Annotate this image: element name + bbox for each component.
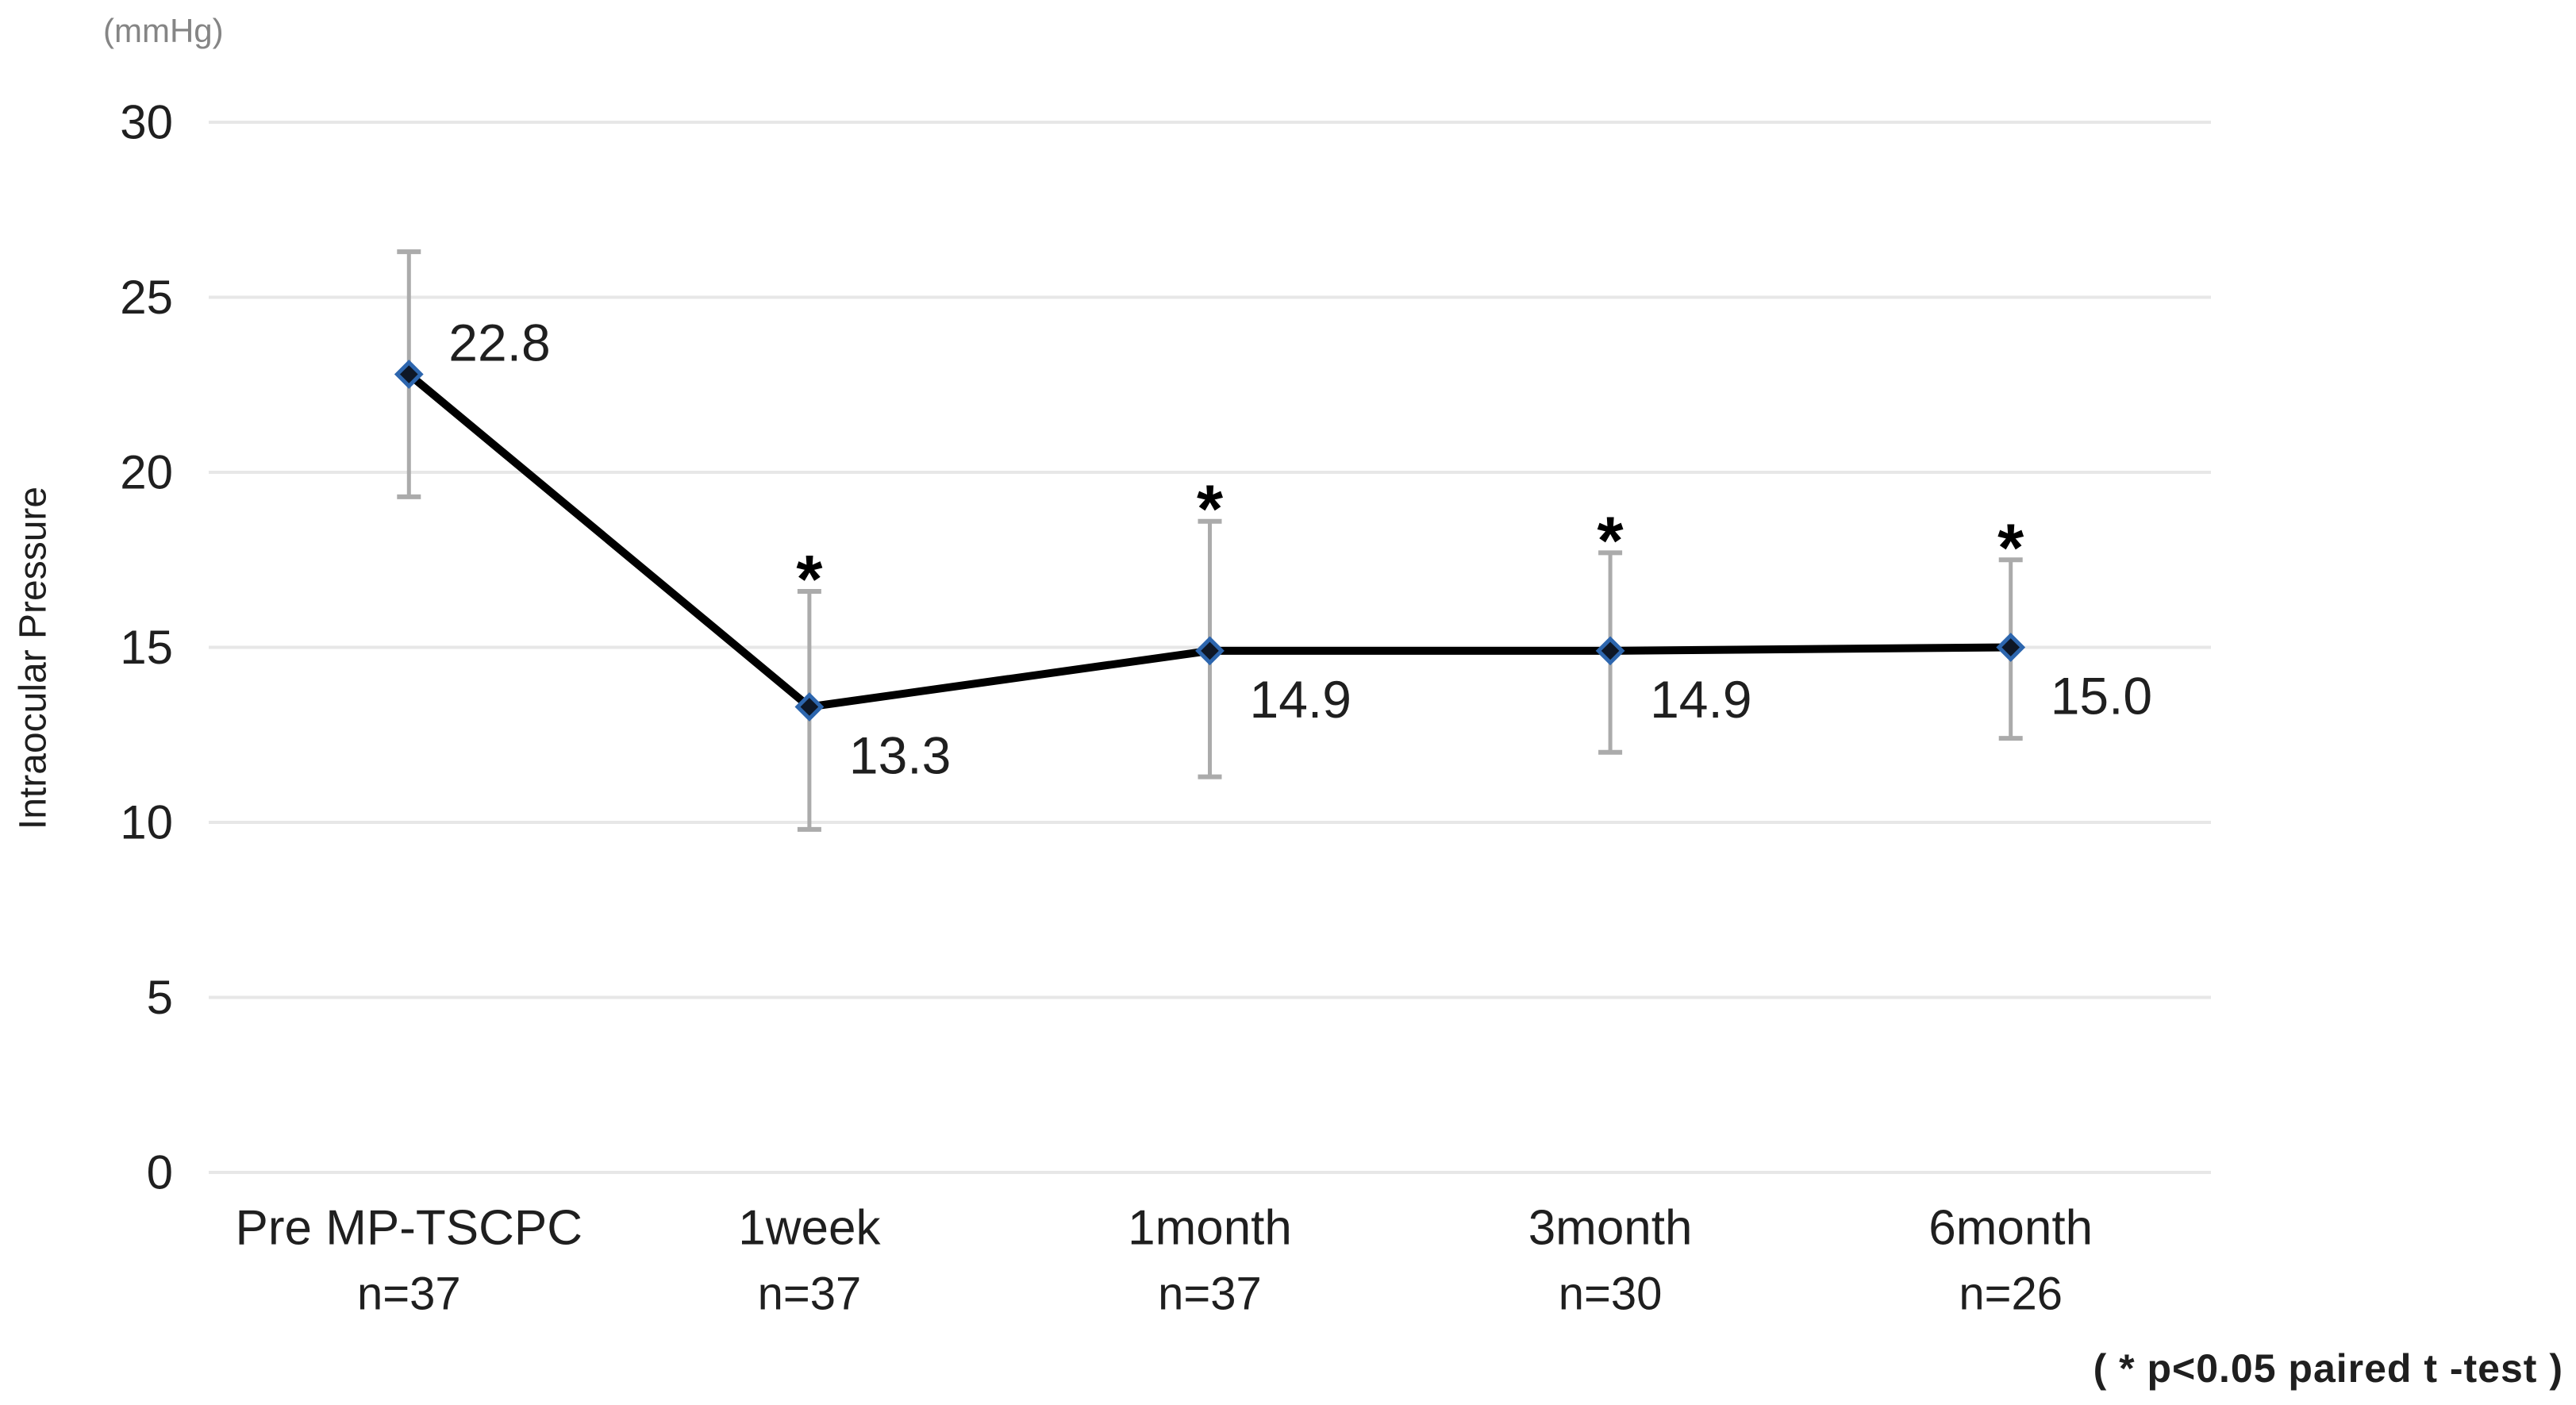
data-point-marker — [1595, 636, 1625, 666]
x-axis-label: 3month — [1528, 1201, 1693, 1256]
significance-asterisk: * — [796, 542, 822, 618]
x-axis-labels-group: Pre MP-TSCPC n=37 1week n=37 1month n=37 3mont… — [236, 1201, 2093, 1320]
x-axis-label: Pre MP-TSCPC — [236, 1201, 582, 1256]
y-tick-label: 30 — [120, 96, 173, 149]
data-point-marker — [794, 692, 825, 722]
significance-asterisk: * — [1598, 503, 1624, 579]
x-axis-label: 1week — [738, 1201, 881, 1256]
n-label: n=30 — [1559, 1268, 1663, 1320]
y-axis-unit-label: (mmHg) — [103, 12, 224, 49]
significance-asterisk: * — [1997, 510, 2024, 586]
n-label: n=37 — [1158, 1268, 1262, 1320]
n-label: n=37 — [758, 1268, 862, 1320]
value-label: 14.9 — [1250, 670, 1351, 729]
value-label: 22.8 — [448, 314, 550, 372]
value-label: 15.0 — [2051, 667, 2152, 726]
significance-footnote: ( * p<0.05 paired t -test ) — [2093, 1346, 2563, 1391]
data-markers-group — [394, 360, 2026, 722]
gridlines-group — [209, 121, 2211, 1174]
y-tick-label: 5 — [147, 971, 173, 1024]
data-point-marker — [394, 360, 424, 389]
y-tick-label: 15 — [120, 621, 173, 674]
significance-asterisk: * — [1197, 472, 1223, 548]
y-tick-labels-group: 0 5 10 15 20 25 30 — [120, 96, 173, 1199]
y-tick-label: 0 — [147, 1146, 173, 1199]
value-labels-group: 22.8 13.3 14.9 14.9 15.0 — [448, 314, 2152, 785]
n-label: n=26 — [1959, 1268, 2063, 1320]
n-label: n=37 — [357, 1268, 461, 1320]
data-point-marker — [1195, 636, 1225, 666]
value-label: 13.3 — [849, 726, 951, 784]
significance-group: * * * * — [796, 472, 2024, 618]
y-tick-label: 10 — [120, 796, 173, 849]
x-axis-label: 6month — [1928, 1201, 2093, 1256]
data-point-marker — [1996, 633, 2026, 662]
y-tick-label: 25 — [120, 271, 173, 324]
value-label: 14.9 — [1650, 670, 1751, 729]
y-tick-label: 20 — [120, 446, 173, 499]
x-axis-label: 1month — [1128, 1201, 1292, 1256]
